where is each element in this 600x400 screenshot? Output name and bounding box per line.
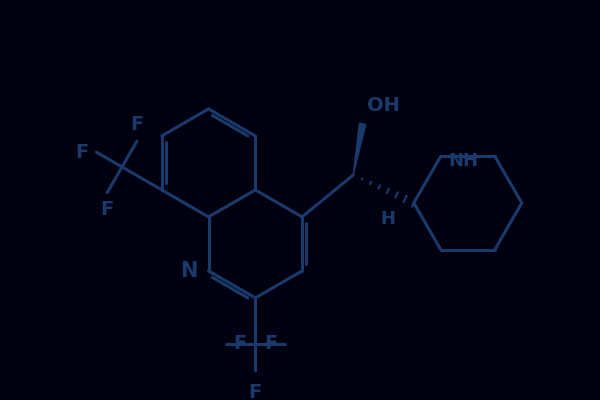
Text: F: F: [130, 115, 143, 134]
Text: F: F: [233, 334, 247, 353]
Text: F: F: [101, 200, 114, 219]
Polygon shape: [353, 123, 366, 175]
Text: F: F: [265, 334, 278, 353]
Text: N: N: [180, 261, 197, 281]
Text: NH: NH: [448, 152, 478, 170]
Text: F: F: [76, 143, 89, 162]
Text: F: F: [248, 383, 262, 400]
Text: H: H: [380, 210, 395, 228]
Text: OH: OH: [367, 96, 400, 114]
